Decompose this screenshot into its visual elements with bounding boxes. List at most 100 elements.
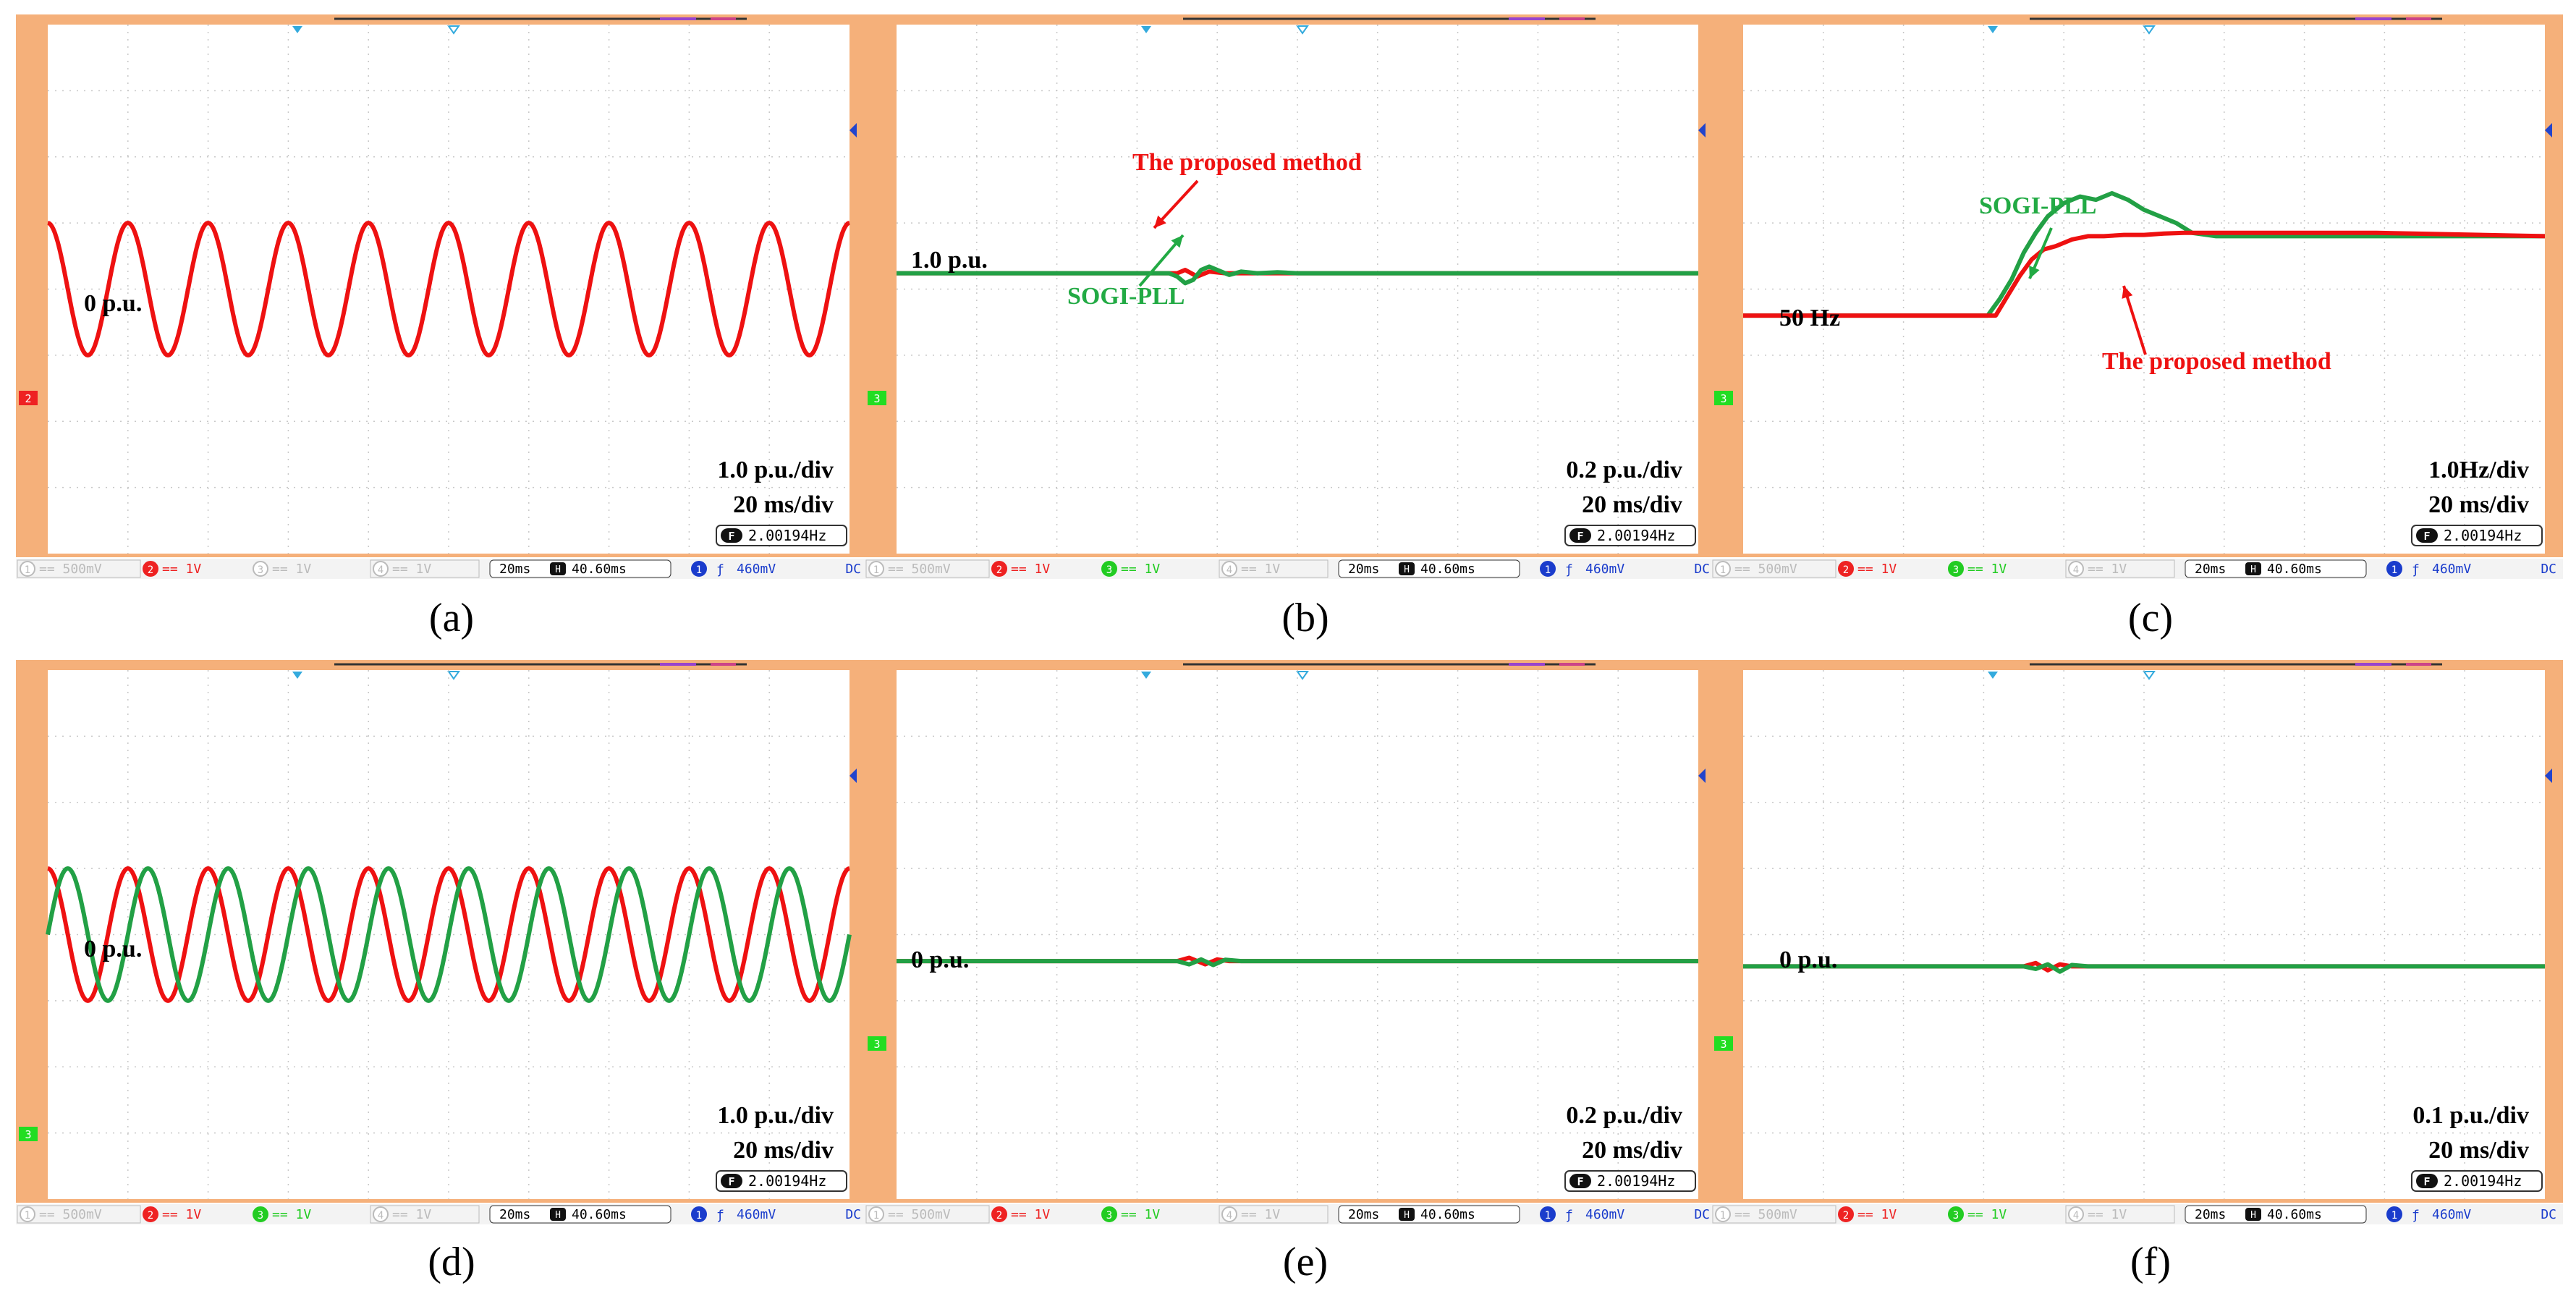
channel-2-number: 2 bbox=[1843, 564, 1849, 576]
channel-1-icon bbox=[2386, 561, 2402, 577]
time-scale-label: 20 ms/div bbox=[733, 1137, 834, 1164]
time-scale-label: 20 ms/div bbox=[2428, 491, 2529, 518]
channel-marker bbox=[868, 391, 886, 405]
trigger-edge-icon: ƒ bbox=[1565, 1208, 1573, 1223]
series-annotation-0: The proposed method bbox=[1132, 149, 1362, 176]
channel-1-number: 1 bbox=[25, 1210, 30, 1222]
channel-1-icon bbox=[868, 561, 884, 577]
channel-3-icon bbox=[1948, 1206, 1964, 1222]
channel-2-scale: == 1V bbox=[1011, 1207, 1050, 1222]
scope-status-bar: 1 == 500mV 2 == 1V 3 == 1V 4 == 1V 20ms H 40.60ms 1… bbox=[865, 1204, 1716, 1224]
channel-1-icon bbox=[20, 1206, 35, 1222]
trigger-position-marker bbox=[1988, 26, 1998, 33]
channel-4-icon bbox=[373, 1206, 389, 1222]
channel-1-icon bbox=[1715, 1206, 1731, 1222]
channel-marker-label: 3 bbox=[873, 392, 880, 405]
annotation-arrowhead-1 bbox=[2122, 286, 2133, 299]
trigger-level-marker bbox=[2545, 769, 2552, 783]
vertical-scale-label: 0.1 p.u./div bbox=[2412, 1102, 2529, 1129]
freq-icon bbox=[721, 1174, 742, 1188]
freq-readout-box bbox=[1564, 1170, 1696, 1192]
baseline-level-label: 1.0 p.u. bbox=[911, 247, 988, 274]
timebase-cell bbox=[489, 1205, 671, 1224]
annotation-arrowhead-1 bbox=[1171, 235, 1183, 248]
scope-screen-e: 3 0 p.u. 0.2 p.u./div 20 ms/div F 2.00194Hz 1 =… bbox=[865, 660, 1716, 1224]
timebase-value: 20ms bbox=[1348, 1207, 1379, 1222]
channel-3-number: 3 bbox=[258, 564, 263, 576]
series-annotation-1: The proposed method bbox=[2102, 348, 2331, 375]
baseline-level-label: 0 p.u. bbox=[84, 290, 142, 317]
freq-icon-glyph: F bbox=[2423, 1175, 2430, 1188]
channel-1-number: 1 bbox=[873, 564, 879, 576]
scope-traces bbox=[1743, 191, 2546, 318]
trigger-level-marker bbox=[2545, 123, 2552, 137]
channel-1-number: 1 bbox=[1720, 564, 1726, 576]
annotation-arrowhead-0 bbox=[1154, 215, 1166, 228]
channel-1-icon bbox=[691, 561, 707, 577]
channel-marker bbox=[19, 1127, 38, 1141]
trigger-level-value: 460mV bbox=[737, 562, 776, 577]
channel-2-scale: == 1V bbox=[1857, 562, 1897, 577]
timebase-value: 20ms bbox=[1348, 562, 1379, 577]
horizontal-icon bbox=[2245, 562, 2261, 575]
scope-grid bbox=[1743, 25, 2545, 554]
freq-readout-value: 2.00194Hz bbox=[748, 1172, 826, 1190]
trigger-level-marker bbox=[1698, 769, 1706, 783]
trace-green-1 bbox=[897, 264, 1698, 286]
trigger-edge-icon: ƒ bbox=[2412, 1208, 2420, 1223]
coupling-value: DC bbox=[845, 1207, 861, 1222]
trigger-delay-marker bbox=[1296, 671, 1309, 680]
scope-panel-f: 3 0 p.u. 0.1 p.u./div 20 ms/div F 2.00194Hz 1 =… bbox=[1711, 660, 2563, 1267]
trigger-edge-icon: ƒ bbox=[716, 1208, 724, 1223]
coupling-value: DC bbox=[2541, 1207, 2556, 1222]
timebase-value: 20ms bbox=[499, 562, 530, 577]
annotation-arrow-1 bbox=[2122, 285, 2147, 355]
scope-panel-b: 3 1.0 p.u. 0.2 p.u./div 20 ms/div F 2.00194Hz… bbox=[865, 14, 1716, 622]
channel-4-cell bbox=[1219, 1205, 1329, 1224]
channel-4-scale: == 1V bbox=[392, 1207, 431, 1222]
caption-b: (b) bbox=[1281, 596, 1329, 640]
trigger-level-value: 460mV bbox=[1585, 562, 1624, 577]
channel-1-cell bbox=[865, 559, 990, 578]
timebase-cell bbox=[1338, 559, 1520, 578]
scope-traces bbox=[1743, 960, 2545, 974]
horizontal-icon bbox=[1399, 1208, 1415, 1221]
trigger-position-marker bbox=[1988, 672, 1998, 679]
scope-panel-a: 2 0 p.u. 1.0 p.u./div 20 ms/div F 2.00194Hz 1 =… bbox=[16, 14, 868, 622]
delay-value: 40.60ms bbox=[2267, 562, 2322, 577]
trigger-level-value: 460mV bbox=[1585, 1207, 1624, 1222]
channel-1-icon bbox=[2386, 1206, 2402, 1222]
scope-status-bar: 1 == 500mV 2 == 1V 3 == 1V 4 == 1V 20ms H 40.60ms 1… bbox=[16, 559, 868, 579]
channel-1-number: 1 bbox=[696, 1210, 702, 1222]
channel-1-number: 1 bbox=[1720, 1210, 1726, 1222]
delay-value: 40.60ms bbox=[1420, 1207, 1475, 1222]
channel-1-icon bbox=[1715, 561, 1731, 577]
channel-1-scale: == 500mV bbox=[1734, 562, 1797, 577]
scope-screen-a: 2 0 p.u. 1.0 p.u./div 20 ms/div F 2.00194Hz 1 =… bbox=[16, 14, 868, 579]
trigger-level-marker bbox=[850, 769, 857, 783]
channel-3-icon bbox=[1948, 561, 1964, 577]
freq-icon bbox=[2416, 528, 2438, 543]
trigger-level-value: 460mV bbox=[737, 1207, 776, 1222]
channel-marker bbox=[1714, 1036, 1733, 1051]
scope-panel-c: 3 50 Hz 1.0Hz/div 20 ms/div F 2.00194Hz SOGI-P… bbox=[1711, 14, 2563, 622]
scope-grid bbox=[48, 670, 850, 1199]
channel-1-number: 1 bbox=[25, 564, 30, 576]
trigger-delay-marker bbox=[2143, 25, 2156, 35]
scope-grid bbox=[1743, 670, 2545, 1199]
scope-traces bbox=[897, 955, 1698, 968]
channel-4-number: 4 bbox=[2073, 564, 2079, 576]
trigger-position-marker bbox=[292, 672, 302, 679]
channel-2-scale: == 1V bbox=[162, 562, 201, 577]
trigger-position-marker bbox=[292, 26, 302, 33]
scope-status-bar: 1 == 500mV 2 == 1V 3 == 1V 4 == 1V 20ms H 40.60ms 1… bbox=[1711, 1204, 2563, 1224]
freq-icon-glyph: F bbox=[728, 530, 734, 543]
scope-traces bbox=[897, 264, 1698, 286]
vertical-scale-label: 0.2 p.u./div bbox=[1566, 457, 1682, 483]
scope-screen-b: 3 1.0 p.u. 0.2 p.u./div 20 ms/div F 2.00194Hz… bbox=[865, 14, 1716, 579]
freq-readout-value: 2.00194Hz bbox=[1597, 1172, 1675, 1190]
channel-4-cell bbox=[370, 1205, 480, 1224]
channel-4-icon bbox=[2068, 1206, 2084, 1222]
vertical-scale-label: 1.0 p.u./div bbox=[717, 1102, 834, 1129]
horizontal-icon bbox=[2245, 1208, 2261, 1221]
